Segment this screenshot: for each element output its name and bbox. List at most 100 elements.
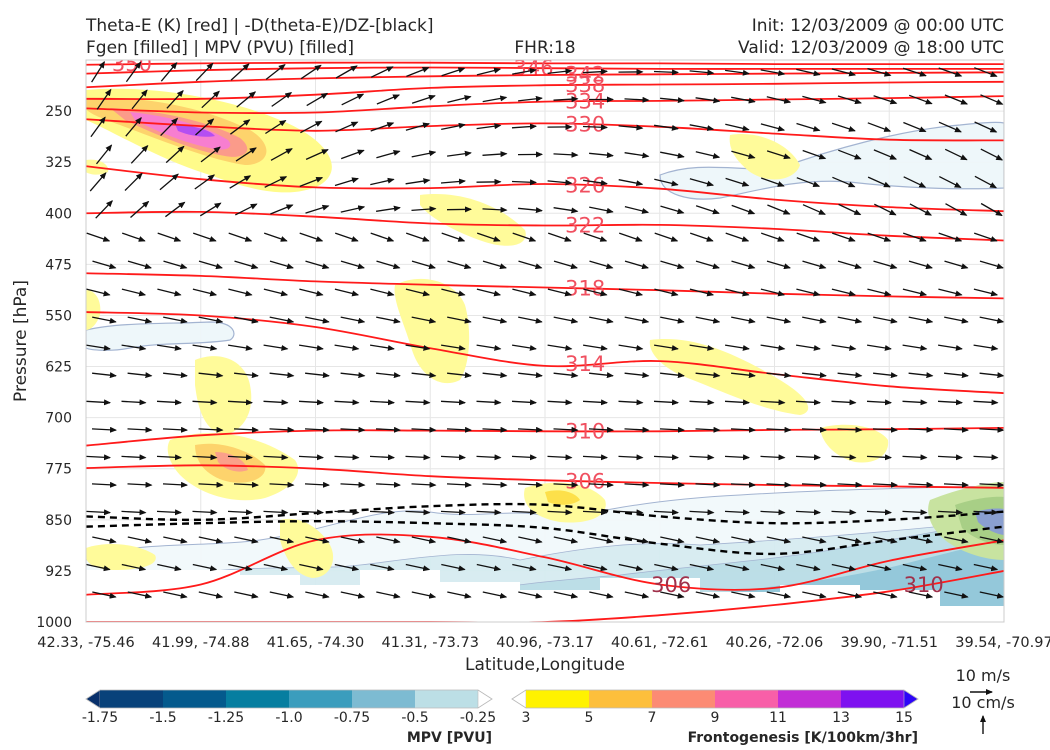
wind-vector	[979, 426, 1004, 433]
wind-vector	[837, 316, 863, 324]
wind-vector	[298, 344, 324, 351]
wind-vector	[370, 177, 395, 186]
wind-vector	[980, 94, 1004, 105]
wind-vector	[92, 260, 117, 270]
wind-vector	[831, 288, 857, 297]
wind-vector	[731, 260, 756, 270]
wind-vector	[192, 232, 217, 242]
colorbar-outline	[85, 689, 493, 709]
wind-vector	[979, 316, 1004, 324]
wind-vector	[125, 117, 142, 137]
wind-vector	[831, 232, 856, 242]
wind-vector	[583, 232, 608, 242]
wind-vector	[547, 232, 572, 242]
wind-vector	[198, 591, 224, 599]
wind-vector	[695, 372, 721, 379]
colorbar-tick-label: -1.75	[82, 710, 118, 726]
wind-vector	[124, 172, 143, 191]
wind-vector	[441, 232, 466, 242]
wind-vector	[298, 509, 324, 516]
colorbar-outline	[511, 689, 919, 709]
wind-vector	[265, 119, 287, 135]
wind-vector	[198, 316, 224, 324]
wind-vector	[127, 426, 153, 433]
wind-vector	[440, 178, 466, 185]
theta-e-contour	[86, 80, 1004, 101]
wind-vector	[943, 426, 969, 433]
wind-vector	[902, 232, 927, 242]
colorbar-swatch	[841, 690, 905, 708]
wind-vector	[376, 536, 401, 544]
wind-vector	[482, 95, 508, 103]
colorbar-swatch	[100, 690, 164, 708]
theta-e-contour-label: 342	[565, 63, 605, 87]
colorbar-swatch	[226, 690, 290, 708]
colorbar-swatch	[778, 690, 842, 708]
wind-vector	[375, 426, 401, 433]
wind-vector	[689, 563, 715, 572]
wind-vector	[873, 591, 898, 599]
wind-vector	[553, 260, 578, 270]
wind-vector	[405, 509, 431, 516]
wind-vector	[95, 144, 113, 165]
colorbar-swatch	[715, 690, 779, 708]
wind-vector	[624, 96, 650, 103]
wind-vector	[624, 316, 650, 324]
wind-vector	[760, 69, 786, 77]
wind-vector	[724, 399, 750, 406]
wind-vector	[201, 90, 220, 109]
wind-vector	[837, 591, 863, 599]
wind-vector	[91, 61, 105, 83]
wind-vector	[944, 372, 969, 379]
wind-vector	[476, 509, 502, 516]
wind-vector	[305, 260, 330, 270]
wind-vector	[263, 399, 289, 406]
wind-vector	[944, 260, 969, 270]
wind-vector	[553, 372, 579, 379]
wind-vector	[89, 172, 107, 192]
wind-vector	[624, 372, 650, 379]
wind-vector	[441, 563, 466, 572]
wind-vector	[263, 563, 289, 572]
wind-vector	[406, 66, 430, 78]
wind-vector	[411, 426, 437, 433]
wind-vector	[624, 536, 650, 544]
wind-vector	[618, 124, 644, 131]
wind-vector	[624, 481, 650, 488]
wind-vector	[866, 454, 892, 461]
mpv-colorbar-label: MPV [PVU]	[407, 730, 492, 746]
wind-vector	[695, 97, 721, 104]
wind-vector	[831, 122, 856, 132]
header-title-line2: Fgen [filled] | MPV (PVU) [filled]	[86, 38, 354, 58]
theta-e-contour-label: 334	[565, 89, 605, 113]
y-tick-label: 925	[45, 564, 72, 580]
wind-vector	[582, 124, 608, 131]
wind-vector	[160, 62, 178, 82]
wind-vector	[873, 149, 898, 160]
colorbar-swatch	[526, 690, 590, 708]
wind-vector	[937, 454, 963, 461]
y-axis-label: Pressure [hPa]	[11, 280, 31, 402]
wind-vector	[512, 288, 537, 297]
wind-vector	[909, 203, 932, 216]
x-tick-label: 39.54, -70.97	[955, 635, 1050, 651]
theta-e-contour	[86, 311, 1004, 394]
wind-vector	[724, 509, 750, 516]
wind-vector	[902, 509, 928, 516]
wind-vector	[269, 481, 295, 488]
wind-vector	[553, 481, 579, 488]
wind-vector	[660, 536, 685, 544]
y-tick-label: 700	[45, 411, 72, 427]
wind-vector	[263, 454, 289, 461]
wind-vector	[908, 481, 934, 488]
wind-vector	[195, 118, 215, 136]
theta-e-contour-label: 318	[565, 276, 605, 300]
wind-vector	[518, 260, 543, 270]
wind-vector	[938, 232, 963, 242]
wind-vector	[518, 536, 543, 544]
wind-vector	[271, 92, 293, 107]
wind-vector	[760, 563, 786, 572]
wind-vector	[476, 67, 502, 76]
